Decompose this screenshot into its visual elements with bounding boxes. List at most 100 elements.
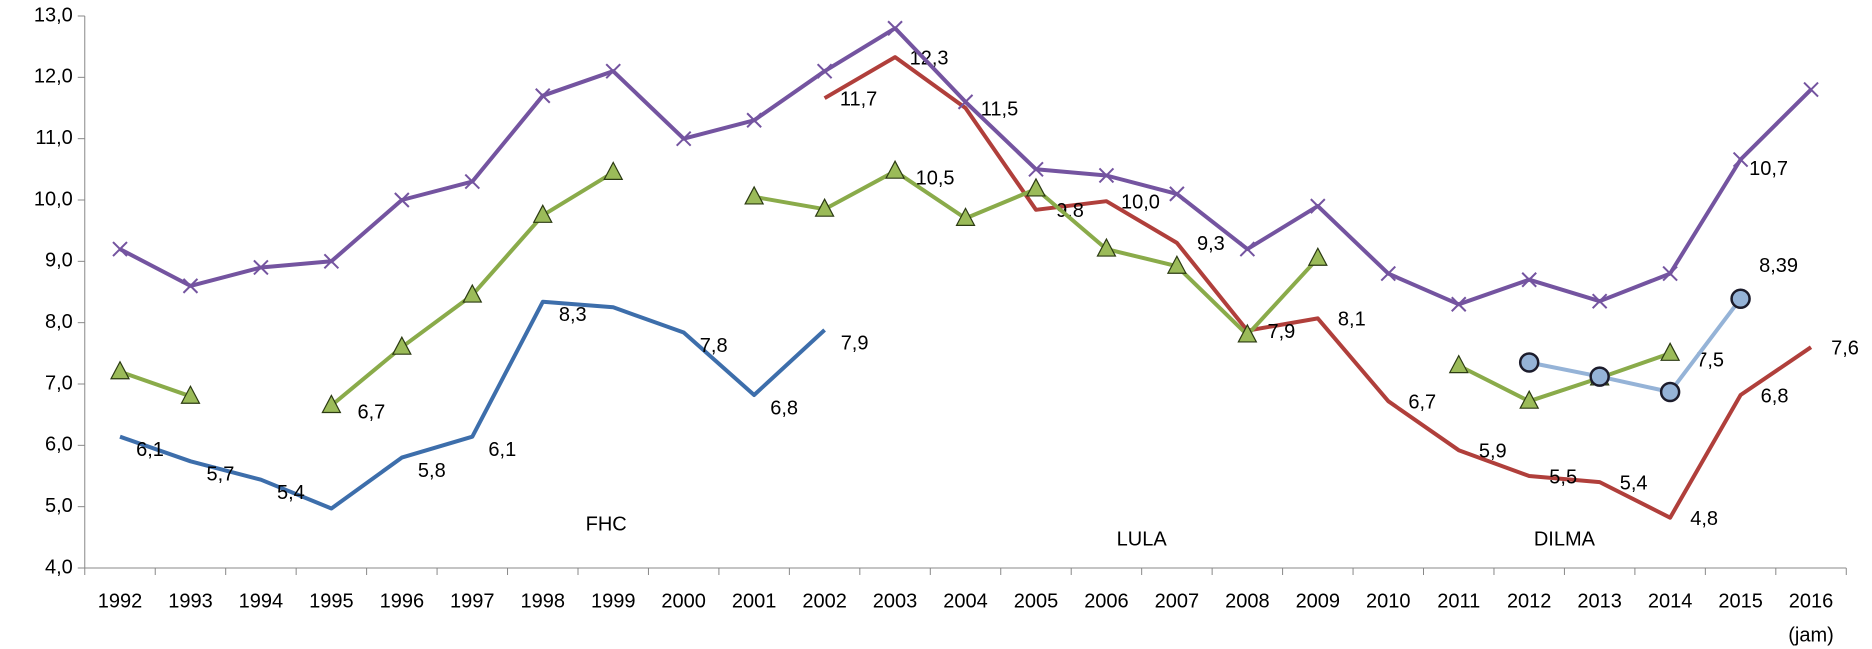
marker [955,207,976,226]
data-label: 7,9 [841,332,869,354]
marker [1591,293,1608,309]
marker [1732,151,1749,168]
x-tick-label: 1993 [168,590,213,612]
x-tick-label: 1994 [239,590,284,612]
marker-stroke [1591,293,1608,309]
marker [1660,342,1681,361]
data-label: 5,8 [418,460,446,482]
x-tick-label: 2013 [1577,590,1622,612]
y-tick-label: 4,0 [45,556,73,578]
marker-stroke [182,278,199,294]
marker-stroke [816,63,833,79]
data-label: 6,1 [136,439,164,461]
x-tick-label: 1998 [521,590,566,612]
marker [1662,265,1678,282]
marker [1730,288,1751,309]
annotation: LULA [1117,529,1168,551]
y-tick-label: 12,0 [34,66,73,88]
x-tick-label: 1999 [591,590,636,612]
marker-stroke [1803,81,1819,98]
data-label: 7,5 [1696,350,1724,372]
data-label: 10,7 [1749,158,1788,180]
marker [746,112,762,128]
series-line [1528,297,1743,394]
marker-stroke [1169,186,1185,202]
data-label: 5,5 [1549,466,1577,488]
marker [816,63,833,79]
marker [1803,81,1819,98]
x-tick-label: 2012 [1507,590,1552,612]
series-line [119,169,1671,408]
marker [1451,296,1467,312]
marker-stroke [535,88,551,104]
data-label: 8,3 [559,304,587,326]
data-label: 10,0 [1121,192,1160,214]
marker [1589,366,1610,387]
marker [321,394,342,414]
data-label: 8,1 [1338,309,1366,331]
marker [110,360,130,380]
data-label: 6,1 [488,439,516,461]
x-tick-label: 2004 [943,590,988,612]
x-tick-label: 1997 [450,590,495,612]
marker [1025,177,1046,197]
y-tick-label: 5,0 [45,495,73,517]
x-tick-label: 1995 [309,590,354,612]
marker [1169,186,1185,202]
data-label: 7,6 [1831,337,1859,359]
data-label: 8,39 [1759,255,1798,277]
y-tick-label: 13,0 [34,4,73,26]
marker [744,185,765,205]
marker [462,283,483,303]
marker-stroke [464,173,481,190]
marker [112,241,128,257]
marker [814,197,835,217]
x-tick-label: 2003 [873,590,918,612]
marker-stroke [1310,198,1326,214]
marker [605,63,621,79]
marker-stroke [1098,167,1115,184]
series-line [119,299,826,511]
x-tick-label: 1992 [98,590,143,612]
marker [464,173,481,190]
x-tick-label: 2010 [1366,590,1411,612]
marker-stroke [1662,265,1678,282]
marker-stroke [1732,151,1749,168]
data-label: 9,8 [1056,200,1084,222]
marker-stroke [253,259,269,276]
marker-stroke [957,94,974,110]
marker [1518,352,1540,373]
marker [535,88,551,104]
marker-stroke [1521,272,1537,288]
marker-stroke [1239,241,1256,257]
marker [603,161,624,180]
annotation: DILMA [1534,529,1596,551]
marker [1237,323,1258,343]
marker [1098,167,1115,184]
data-label: 6,8 [1761,385,1789,407]
data-label: 9,3 [1197,233,1225,255]
marker [532,204,553,223]
marker-stroke [1028,161,1044,178]
annotation: FHC [586,513,627,535]
marker [182,278,199,294]
x-tick-label: 2014 [1648,590,1693,612]
x-note: (jam) [1788,624,1834,646]
x-tick-label: 2006 [1084,590,1129,612]
x-tick-label: 2016 [1789,590,1834,612]
marker [1307,246,1328,266]
marker-stroke [746,112,762,128]
marker-stroke [675,130,692,147]
marker-stroke [394,192,410,208]
x-tick-label: 2000 [661,590,706,612]
x-tick-label: 2002 [802,590,847,612]
marker [1310,198,1326,214]
x-tick-label: 2011 [1437,590,1480,612]
data-label: 10,5 [916,167,955,189]
x-tick-label: 1996 [380,590,425,612]
marker-stroke [323,253,340,270]
data-label: 7,8 [700,335,728,357]
marker [957,94,974,110]
data-label: 11,5 [981,98,1018,120]
